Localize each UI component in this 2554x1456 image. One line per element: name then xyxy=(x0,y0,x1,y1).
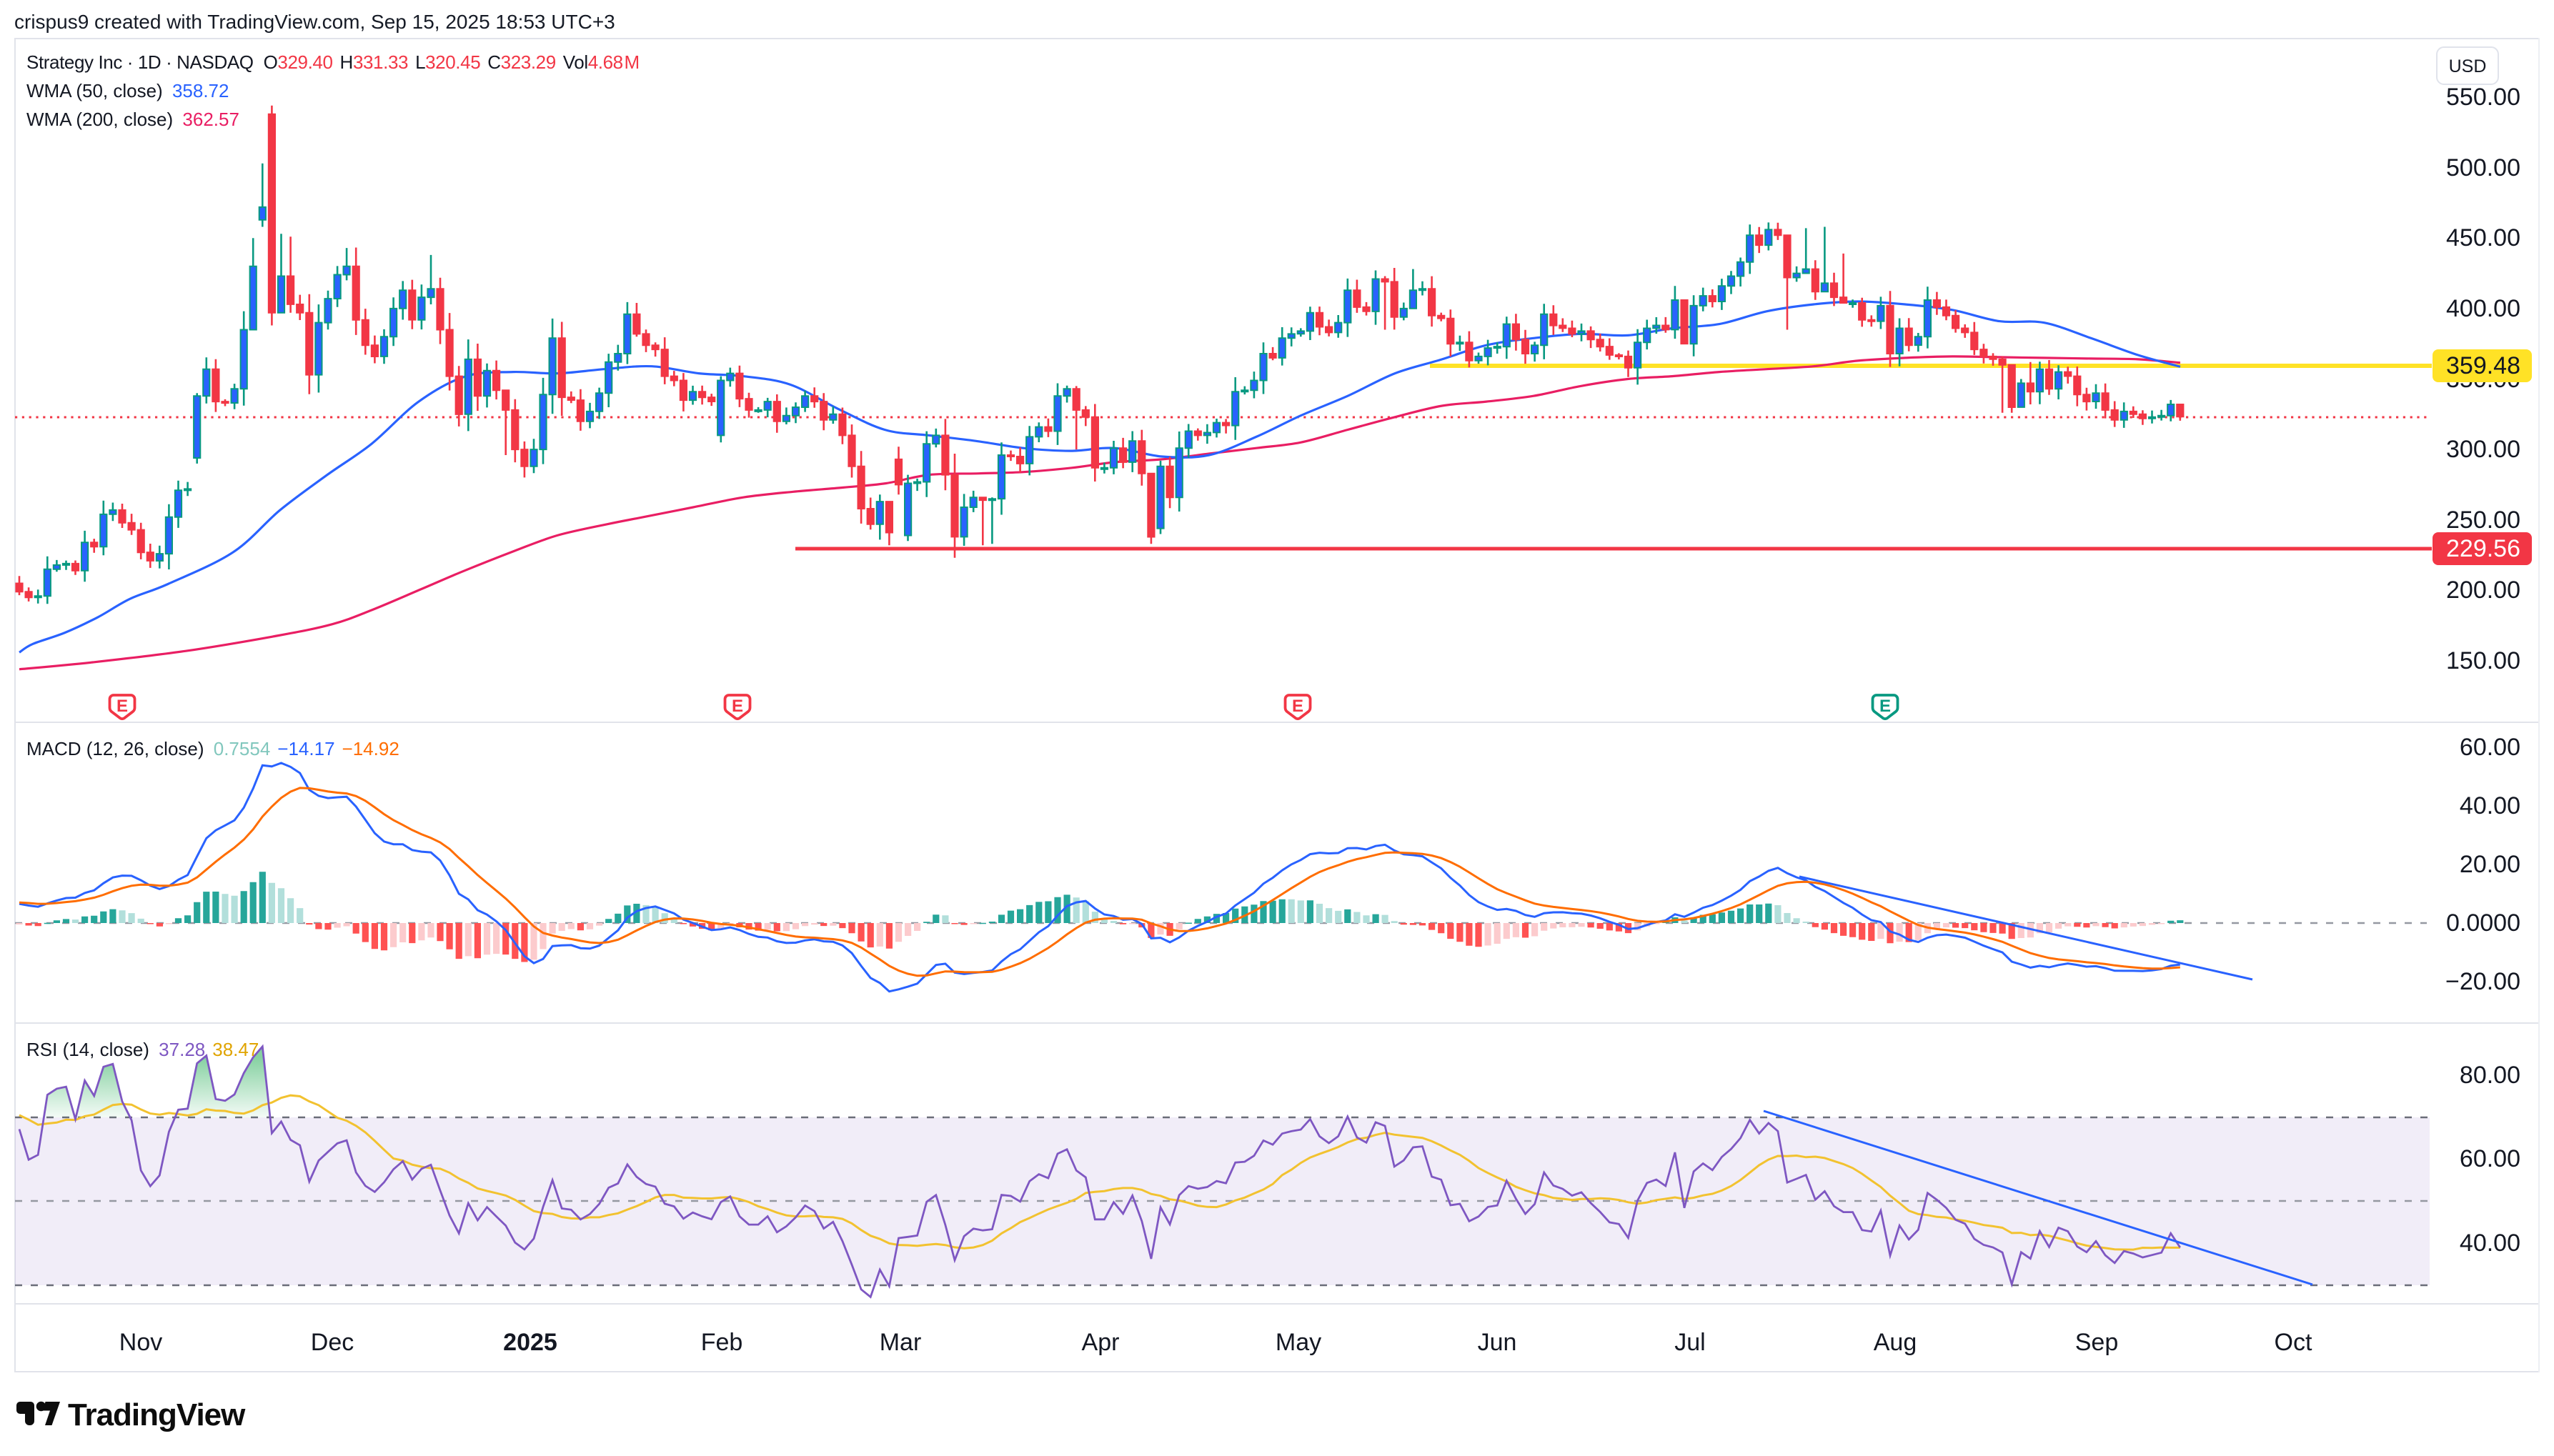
svg-text:60.00: 60.00 xyxy=(2460,734,2520,761)
svg-text:E: E xyxy=(116,697,128,716)
svg-text:150.00: 150.00 xyxy=(2446,647,2520,674)
svg-text:−20.00: −20.00 xyxy=(2445,968,2520,995)
svg-text:Jul: Jul xyxy=(1674,1329,1705,1356)
svg-text:550.00: 550.00 xyxy=(2446,84,2520,111)
svg-text:May: May xyxy=(1276,1329,1321,1356)
svg-text:Apr: Apr xyxy=(1082,1329,1120,1356)
svg-text:60.00: 60.00 xyxy=(2460,1145,2520,1172)
svg-text:WMA (200, close) 362.57: WMA (200, close) 362.57 xyxy=(26,109,239,130)
svg-text:WMA (50, close) 358.72: WMA (50, close) 358.72 xyxy=(26,80,229,101)
svg-text:Aug: Aug xyxy=(1874,1329,1917,1356)
svg-text:E: E xyxy=(1879,697,1891,716)
svg-text:250.00: 250.00 xyxy=(2446,507,2520,534)
svg-text:Feb: Feb xyxy=(701,1329,743,1356)
svg-text:2025: 2025 xyxy=(503,1329,557,1356)
svg-text:40.00: 40.00 xyxy=(2460,1230,2520,1257)
svg-text:300.00: 300.00 xyxy=(2446,436,2520,463)
svg-text:Jun: Jun xyxy=(1478,1329,1517,1356)
svg-text:0.0000: 0.0000 xyxy=(2446,909,2520,937)
svg-text:E: E xyxy=(732,697,743,716)
svg-text:229.56: 229.56 xyxy=(2446,535,2520,562)
svg-text:40.00: 40.00 xyxy=(2460,792,2520,819)
svg-text:500.00: 500.00 xyxy=(2446,154,2520,181)
svg-text:450.00: 450.00 xyxy=(2446,224,2520,251)
svg-text:20.00: 20.00 xyxy=(2460,851,2520,878)
svg-text:359.48: 359.48 xyxy=(2446,352,2520,379)
svg-text:200.00: 200.00 xyxy=(2446,577,2520,604)
svg-text:80.00: 80.00 xyxy=(2460,1062,2520,1089)
svg-text:400.00: 400.00 xyxy=(2446,295,2520,322)
svg-text:E: E xyxy=(1292,697,1303,716)
svg-text:crispus9 created with TradingV: crispus9 created with TradingView.com, S… xyxy=(14,11,615,33)
svg-text:Oct: Oct xyxy=(2275,1329,2312,1356)
svg-text:Mar: Mar xyxy=(880,1329,922,1356)
svg-text:Nov: Nov xyxy=(119,1329,162,1356)
svg-text:MACD (12, 26, close) 0.7554−14: MACD (12, 26, close) 0.7554 −14.17 −14.92 xyxy=(26,738,399,759)
svg-text:Dec: Dec xyxy=(311,1329,354,1356)
svg-text:USD: USD xyxy=(2449,56,2487,76)
svg-text:TradingView: TradingView xyxy=(68,1397,246,1432)
svg-text:Sep: Sep xyxy=(2075,1329,2119,1356)
